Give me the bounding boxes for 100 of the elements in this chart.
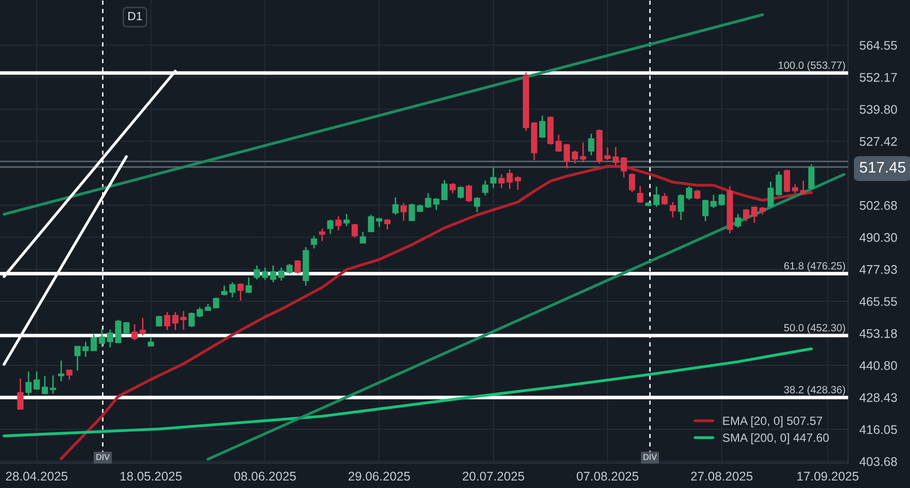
candlestick — [662, 192, 668, 206]
y-tick-label: 465.55 — [860, 297, 897, 306]
x-tick-label: 07.08.2025 — [576, 472, 638, 481]
legend-label: EMA [20, 0] 507.57 — [723, 416, 822, 428]
ref-line-label: 100.0 (553.77) — [778, 61, 846, 71]
candlestick — [352, 223, 358, 238]
candlestick — [212, 296, 220, 310]
candlestick — [555, 134, 562, 153]
candlestick — [90, 334, 97, 352]
candlestick — [498, 174, 505, 189]
candlestick — [98, 328, 106, 348]
x-tick-label: 18.05.2025 — [120, 472, 182, 481]
ref-line-label: 61.8 (476.25) — [784, 262, 846, 272]
legend-label: SMA [200, 0] 447.60 — [722, 433, 829, 444]
y-tick-label: 428.43 — [860, 393, 897, 402]
y-tick-label: 403.68 — [860, 457, 897, 466]
y-tick-label: 552.17 — [860, 72, 897, 82]
candlestick — [123, 321, 130, 334]
y-tick-label: 490.30 — [860, 233, 897, 242]
ref-line-label: 50.0 (452.30) — [784, 324, 846, 334]
y-tick-label: 539.80 — [860, 104, 897, 114]
candlestick — [784, 169, 790, 193]
candlestick — [25, 370, 32, 396]
candlestick — [131, 323, 138, 341]
x-tick-label: 29.06.2025 — [348, 472, 410, 481]
ref-line-label: 38.2 (428.36) — [784, 386, 846, 396]
candlestick — [50, 374, 56, 394]
candlestick — [702, 199, 709, 222]
candlestick — [808, 164, 815, 190]
x-tick-label: 08.06.2025 — [234, 472, 296, 481]
candlestick — [368, 214, 374, 233]
candlestick — [310, 235, 318, 250]
candlestick — [229, 282, 236, 298]
candlestick — [17, 378, 24, 410]
annotation: DIV — [96, 454, 110, 460]
candlestick — [458, 186, 464, 200]
candlestick — [449, 182, 456, 194]
candlestick — [441, 179, 448, 200]
candlestick — [327, 218, 334, 235]
candlestick — [115, 319, 122, 344]
candlestick — [539, 114, 546, 139]
candlestick — [148, 336, 154, 347]
candlestick — [694, 189, 700, 200]
candlestick — [82, 341, 89, 358]
candlestick — [376, 217, 382, 228]
candlestick — [262, 266, 268, 281]
y-tick-label: 564.55 — [860, 40, 897, 50]
candlestick — [294, 259, 301, 274]
candlestick — [474, 196, 480, 213]
candlestick — [466, 184, 472, 203]
candlestick — [670, 201, 676, 218]
x-tick-label: 17.09.2025 — [797, 472, 858, 481]
candlestick — [400, 202, 407, 222]
candlestick — [637, 185, 644, 204]
candlestick — [246, 276, 252, 294]
candlestick — [254, 264, 260, 280]
y-tick-label: 517.45 — [860, 162, 906, 173]
y-tick-label: 502.68 — [860, 201, 897, 210]
candlestick — [572, 150, 578, 164]
candlestick — [653, 186, 660, 208]
candlestick — [686, 186, 692, 200]
candlestick — [58, 360, 64, 382]
candlestick — [66, 369, 72, 380]
candlestick — [221, 284, 228, 296]
candlestick — [106, 328, 114, 348]
candlestick — [319, 228, 326, 242]
candlestick — [360, 231, 366, 244]
candlestick — [792, 184, 798, 194]
x-tick-label: 27.08.2025 — [691, 472, 752, 481]
candlestick — [734, 213, 742, 229]
candlestick — [564, 143, 570, 170]
candlestick — [286, 263, 293, 274]
candlestick — [800, 180, 806, 195]
y-tick-label: 527.42 — [860, 137, 897, 146]
x-tick-label: 28.04.2025 — [6, 472, 68, 481]
x-tick-label: 20.07.2025 — [462, 472, 524, 481]
candlestick — [408, 202, 415, 222]
candlestick — [482, 180, 488, 196]
candlestick — [678, 194, 684, 221]
candlestick — [74, 345, 81, 372]
candlestick — [343, 213, 350, 227]
annotation: D1 — [128, 12, 142, 20]
candlestick — [588, 133, 594, 156]
candlestick — [140, 317, 146, 336]
candlestick — [710, 194, 717, 209]
candlestick — [335, 216, 342, 232]
candlestick — [604, 146, 611, 161]
candlestick — [718, 193, 725, 206]
candlestick — [628, 172, 636, 193]
candlestick — [392, 196, 399, 216]
candlestick — [490, 166, 496, 189]
candlestick — [580, 142, 586, 164]
y-tick-label: 416.05 — [860, 425, 897, 434]
candlestick — [237, 282, 244, 302]
annotation: DIV — [644, 454, 657, 460]
y-tick-label: 453.18 — [860, 329, 897, 338]
candlestick — [180, 310, 187, 330]
y-tick-label: 477.93 — [860, 265, 897, 274]
candlestick — [384, 218, 390, 230]
y-tick-label: 440.80 — [860, 361, 897, 370]
